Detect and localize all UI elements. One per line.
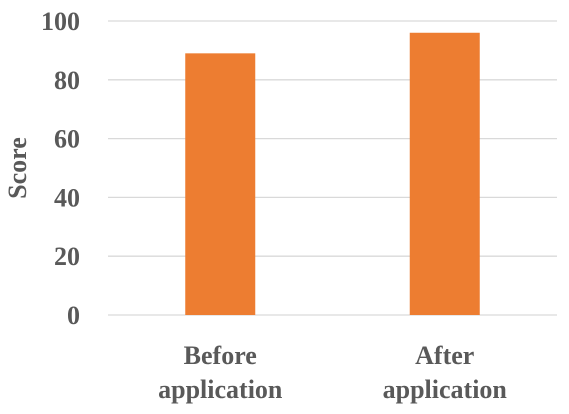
y-axis-title: Score (3, 137, 32, 199)
y-tick-label: 100 (41, 7, 80, 36)
x-category-label: application (383, 375, 508, 404)
y-tick-label: 40 (54, 183, 80, 212)
y-tick-label: 20 (54, 242, 80, 271)
gridlines (108, 20, 557, 316)
y-tick-label: 80 (54, 66, 80, 95)
x-category-label: Before (184, 341, 257, 370)
x-category-label: application (158, 375, 283, 404)
y-axis-ticks: 0 20 40 60 80 100 (41, 7, 80, 330)
x-category-label: After (415, 341, 474, 370)
y-tick-label: 0 (67, 301, 80, 330)
y-tick-label: 60 (54, 125, 80, 154)
bars (185, 32, 480, 316)
bar (409, 32, 480, 315)
bar (185, 53, 256, 316)
x-axis-categories: Before application After application (158, 341, 507, 404)
